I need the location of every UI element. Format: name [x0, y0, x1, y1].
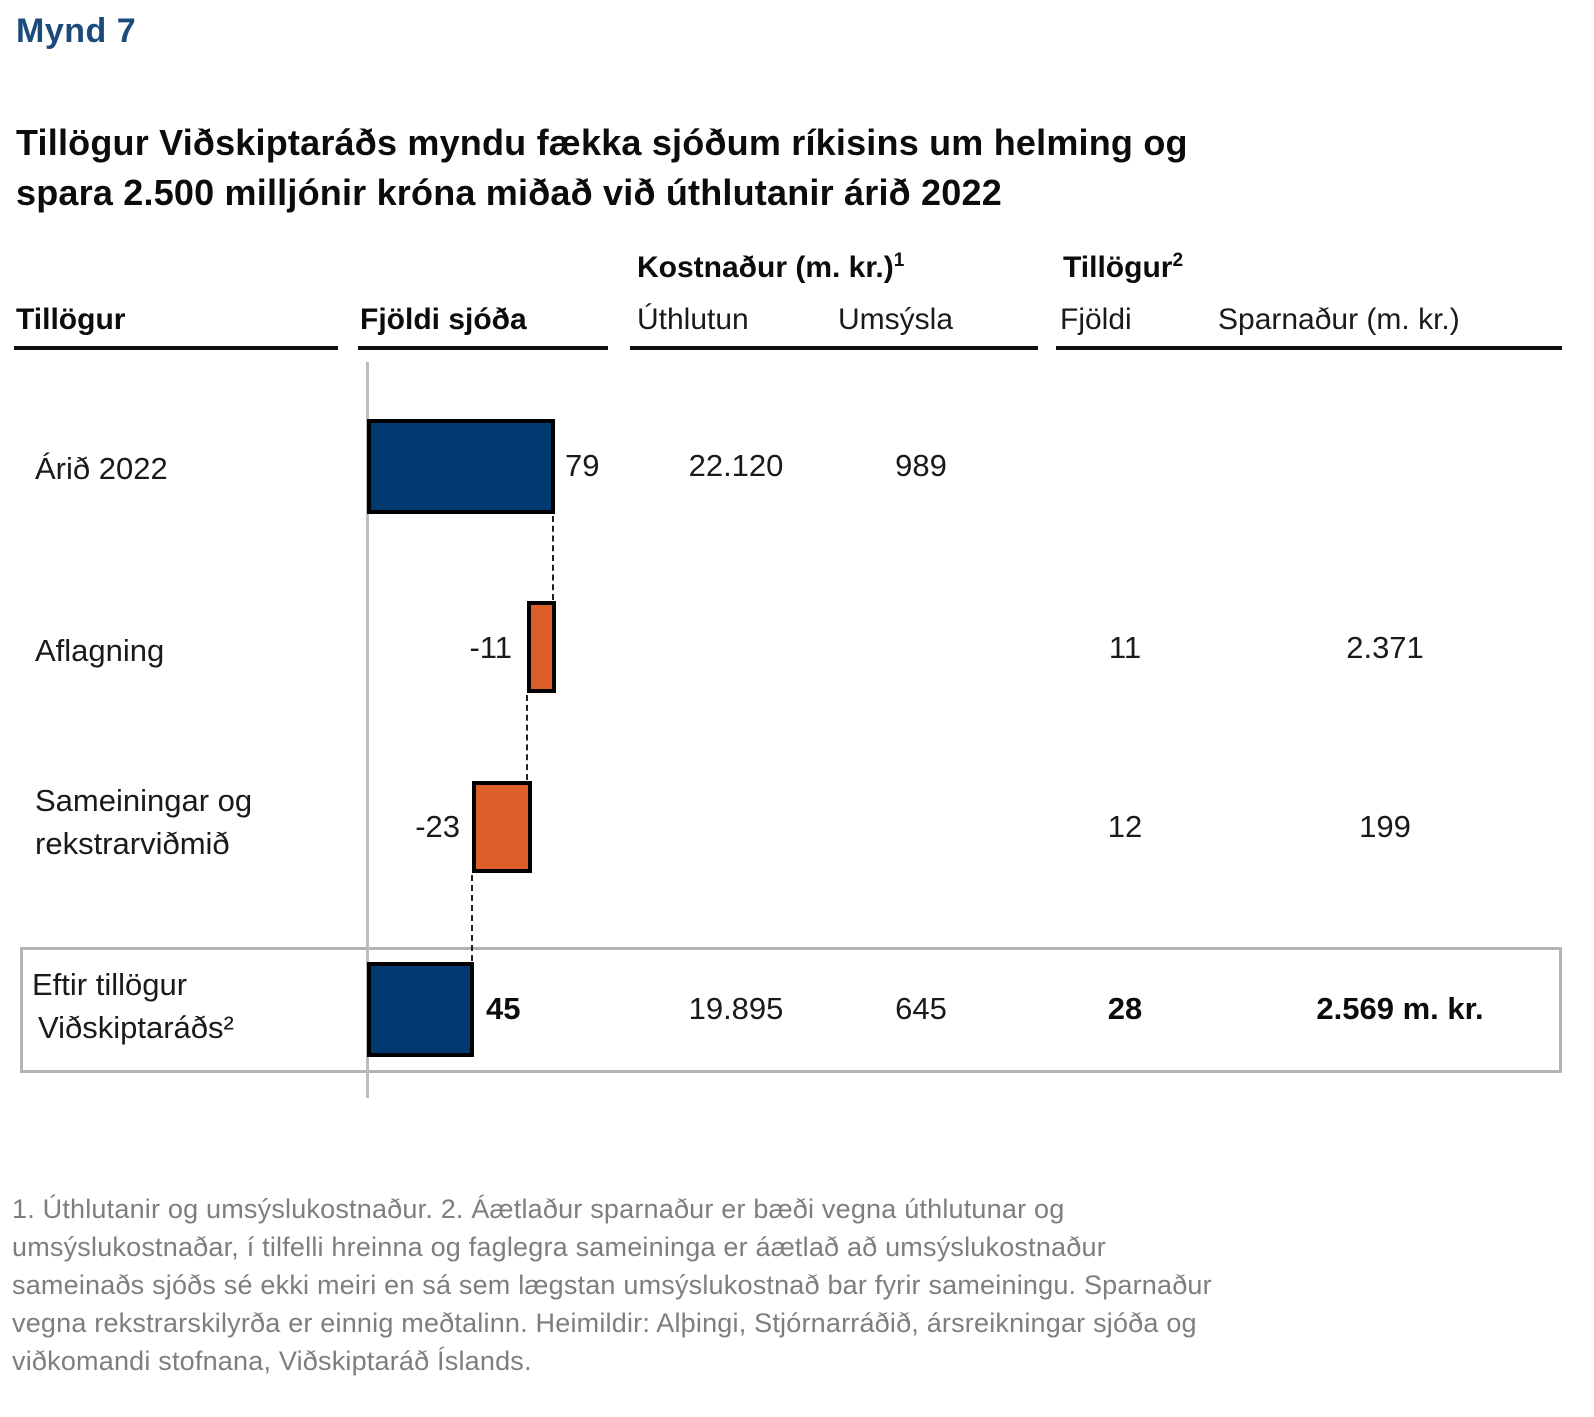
row-label-eftir-tillogur-line2: Viðskiptaráðs²	[38, 1010, 234, 1045]
column-header-uthlutun: Úthlutun	[637, 303, 749, 336]
figure-title: Tillögur Viðskiptaráðs myndu fækka sjóðu…	[16, 118, 1188, 218]
result-row-box	[20, 947, 1562, 1073]
connector-dash-3	[471, 875, 473, 961]
cell-fjoldi-eftir-tillogur: 28	[1107, 991, 1143, 1026]
cell-sparnadur-sameiningar: 199	[1359, 809, 1411, 844]
row-label-eftir-tillogur: Eftir tillögur Viðskiptaráðs²	[32, 963, 234, 1049]
chart-baseline-axis	[366, 362, 369, 1098]
cell-sparnadur-eftir-tillogur: 2.569 m. kr.	[1316, 991, 1484, 1026]
footnote: 1. Úthlutanir og umsýslukostnaður. 2. Áæ…	[12, 1190, 1582, 1380]
cell-fjoldi-sameiningar: 12	[1107, 809, 1143, 844]
bar-aflagning	[527, 601, 556, 693]
figure-title-line1: Tillögur Viðskiptaráðs myndu fækka sjóðu…	[16, 122, 1188, 163]
cell-uthlutun-eftir-tillogur: 19.895	[688, 991, 784, 1026]
row-label-sameiningar: Sameiningar og rekstrarviðmið	[35, 779, 252, 865]
column-group-tillogur: Tillögur2	[1063, 250, 1183, 285]
bar-value-eftir-tillogur: 45	[486, 991, 521, 1026]
header-rule-tillogur	[14, 346, 338, 350]
connector-dash-1	[552, 516, 554, 600]
cell-sparnadur-aflagning: 2.371	[1346, 630, 1424, 665]
column-group-kostnadur: Kostnaður (m. kr.)1	[637, 250, 904, 285]
row-label-aflagning: Aflagning	[35, 633, 165, 668]
connector-dash-2	[526, 695, 528, 780]
header-rule-tillogur-group	[1056, 346, 1562, 350]
row-label-arid-2022: Árið 2022	[35, 451, 168, 486]
column-header-fjoldi-sjoda: Fjöldi sjóða	[360, 303, 527, 336]
figure-title-line2: spara 2.500 milljónir króna miðað við út…	[16, 172, 1002, 213]
column-header-umsysla: Umsýsla	[838, 303, 954, 336]
row-label-eftir-tillogur-line1: Eftir tillögur	[32, 967, 188, 1002]
column-group-tillogur-label: Tillögur	[1063, 251, 1173, 284]
cell-fjoldi-aflagning: 11	[1108, 630, 1142, 665]
column-header-sparnadur: Sparnaður (m. kr.)	[1218, 303, 1460, 336]
kostnadur-footnote-marker: 1	[893, 250, 905, 271]
bar-value-aflagning: -11	[469, 630, 512, 665]
row-label-sameiningar-line2: rekstrarviðmið	[35, 826, 230, 861]
header-rule-kostnadur	[630, 346, 1038, 350]
row-label-sameiningar-line1: Sameiningar og	[35, 783, 253, 818]
tillogur-footnote-marker: 2	[1172, 250, 1184, 271]
footnote-line-5: viðkomandi stofnana, Viðskiptaráð Ísland…	[12, 1346, 532, 1376]
footnote-line-4: vegna rekstrarskilyrða er einnig meðtali…	[12, 1308, 1197, 1338]
figure-label: Mynd 7	[16, 12, 137, 50]
bar-sameiningar	[472, 781, 532, 873]
footnote-line-2: umsýslukostnaðar, í tilfelli hreinna og …	[12, 1232, 1106, 1262]
bar-value-sameiningar: -23	[415, 809, 460, 844]
column-group-kostnadur-label: Kostnaður (m. kr.)	[637, 251, 894, 284]
bar-arid-2022	[367, 419, 555, 514]
bar-eftir-tillogur	[367, 962, 474, 1057]
cell-uthlutun-arid-2022: 22.120	[688, 448, 784, 483]
footnote-line-1: 1. Úthlutanir og umsýslukostnaður. 2. Áæ…	[12, 1194, 1065, 1224]
header-rule-fjoldi-sjoda	[358, 346, 608, 350]
column-header-tillogur: Tillögur	[16, 303, 126, 336]
column-header-fjoldi: Fjöldi	[1060, 303, 1132, 336]
bar-value-arid-2022: 79	[565, 448, 600, 483]
cell-umsysla-eftir-tillogur: 645	[895, 991, 947, 1026]
cell-umsysla-arid-2022: 989	[895, 448, 947, 483]
footnote-line-3: sameinaðs sjóðs sé ekki meiri en sá sem …	[12, 1270, 1212, 1300]
